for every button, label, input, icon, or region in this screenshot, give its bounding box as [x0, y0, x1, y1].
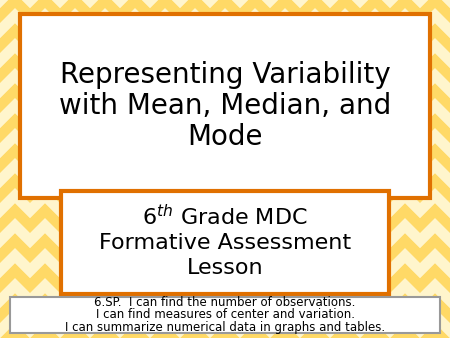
Polygon shape — [0, 128, 450, 158]
Polygon shape — [0, 188, 450, 218]
Text: Lesson: Lesson — [187, 258, 263, 278]
Text: 6$^{th}$ Grade MDC: 6$^{th}$ Grade MDC — [142, 204, 308, 230]
Polygon shape — [0, 53, 450, 83]
Polygon shape — [0, 308, 450, 338]
FancyBboxPatch shape — [20, 14, 430, 198]
Polygon shape — [0, 113, 450, 143]
Polygon shape — [0, 173, 450, 203]
FancyBboxPatch shape — [61, 191, 389, 294]
Polygon shape — [0, 23, 450, 53]
Polygon shape — [0, 203, 450, 233]
Text: with Mean, Median, and: with Mean, Median, and — [59, 92, 391, 120]
Polygon shape — [0, 143, 450, 173]
Polygon shape — [0, 323, 450, 338]
Polygon shape — [0, 278, 450, 308]
Text: I can summarize numerical data in graphs and tables.: I can summarize numerical data in graphs… — [65, 321, 385, 334]
Polygon shape — [0, 233, 450, 263]
Polygon shape — [0, 68, 450, 98]
Polygon shape — [0, 8, 450, 38]
Polygon shape — [0, 263, 450, 293]
FancyBboxPatch shape — [10, 297, 440, 333]
Polygon shape — [0, 0, 450, 8]
Polygon shape — [0, 83, 450, 113]
Text: Formative Assessment: Formative Assessment — [99, 233, 351, 252]
Polygon shape — [0, 98, 450, 128]
Polygon shape — [0, 218, 450, 248]
Text: 6.SP.  I can find the number of observations.: 6.SP. I can find the number of observati… — [94, 296, 356, 309]
Text: I can find measures of center and variation.: I can find measures of center and variat… — [95, 308, 355, 321]
Text: Mode: Mode — [187, 123, 263, 151]
Polygon shape — [0, 158, 450, 188]
Polygon shape — [0, 38, 450, 68]
Polygon shape — [0, 293, 450, 323]
Polygon shape — [0, 0, 450, 23]
Polygon shape — [0, 248, 450, 278]
Text: Representing Variability: Representing Variability — [60, 61, 390, 89]
